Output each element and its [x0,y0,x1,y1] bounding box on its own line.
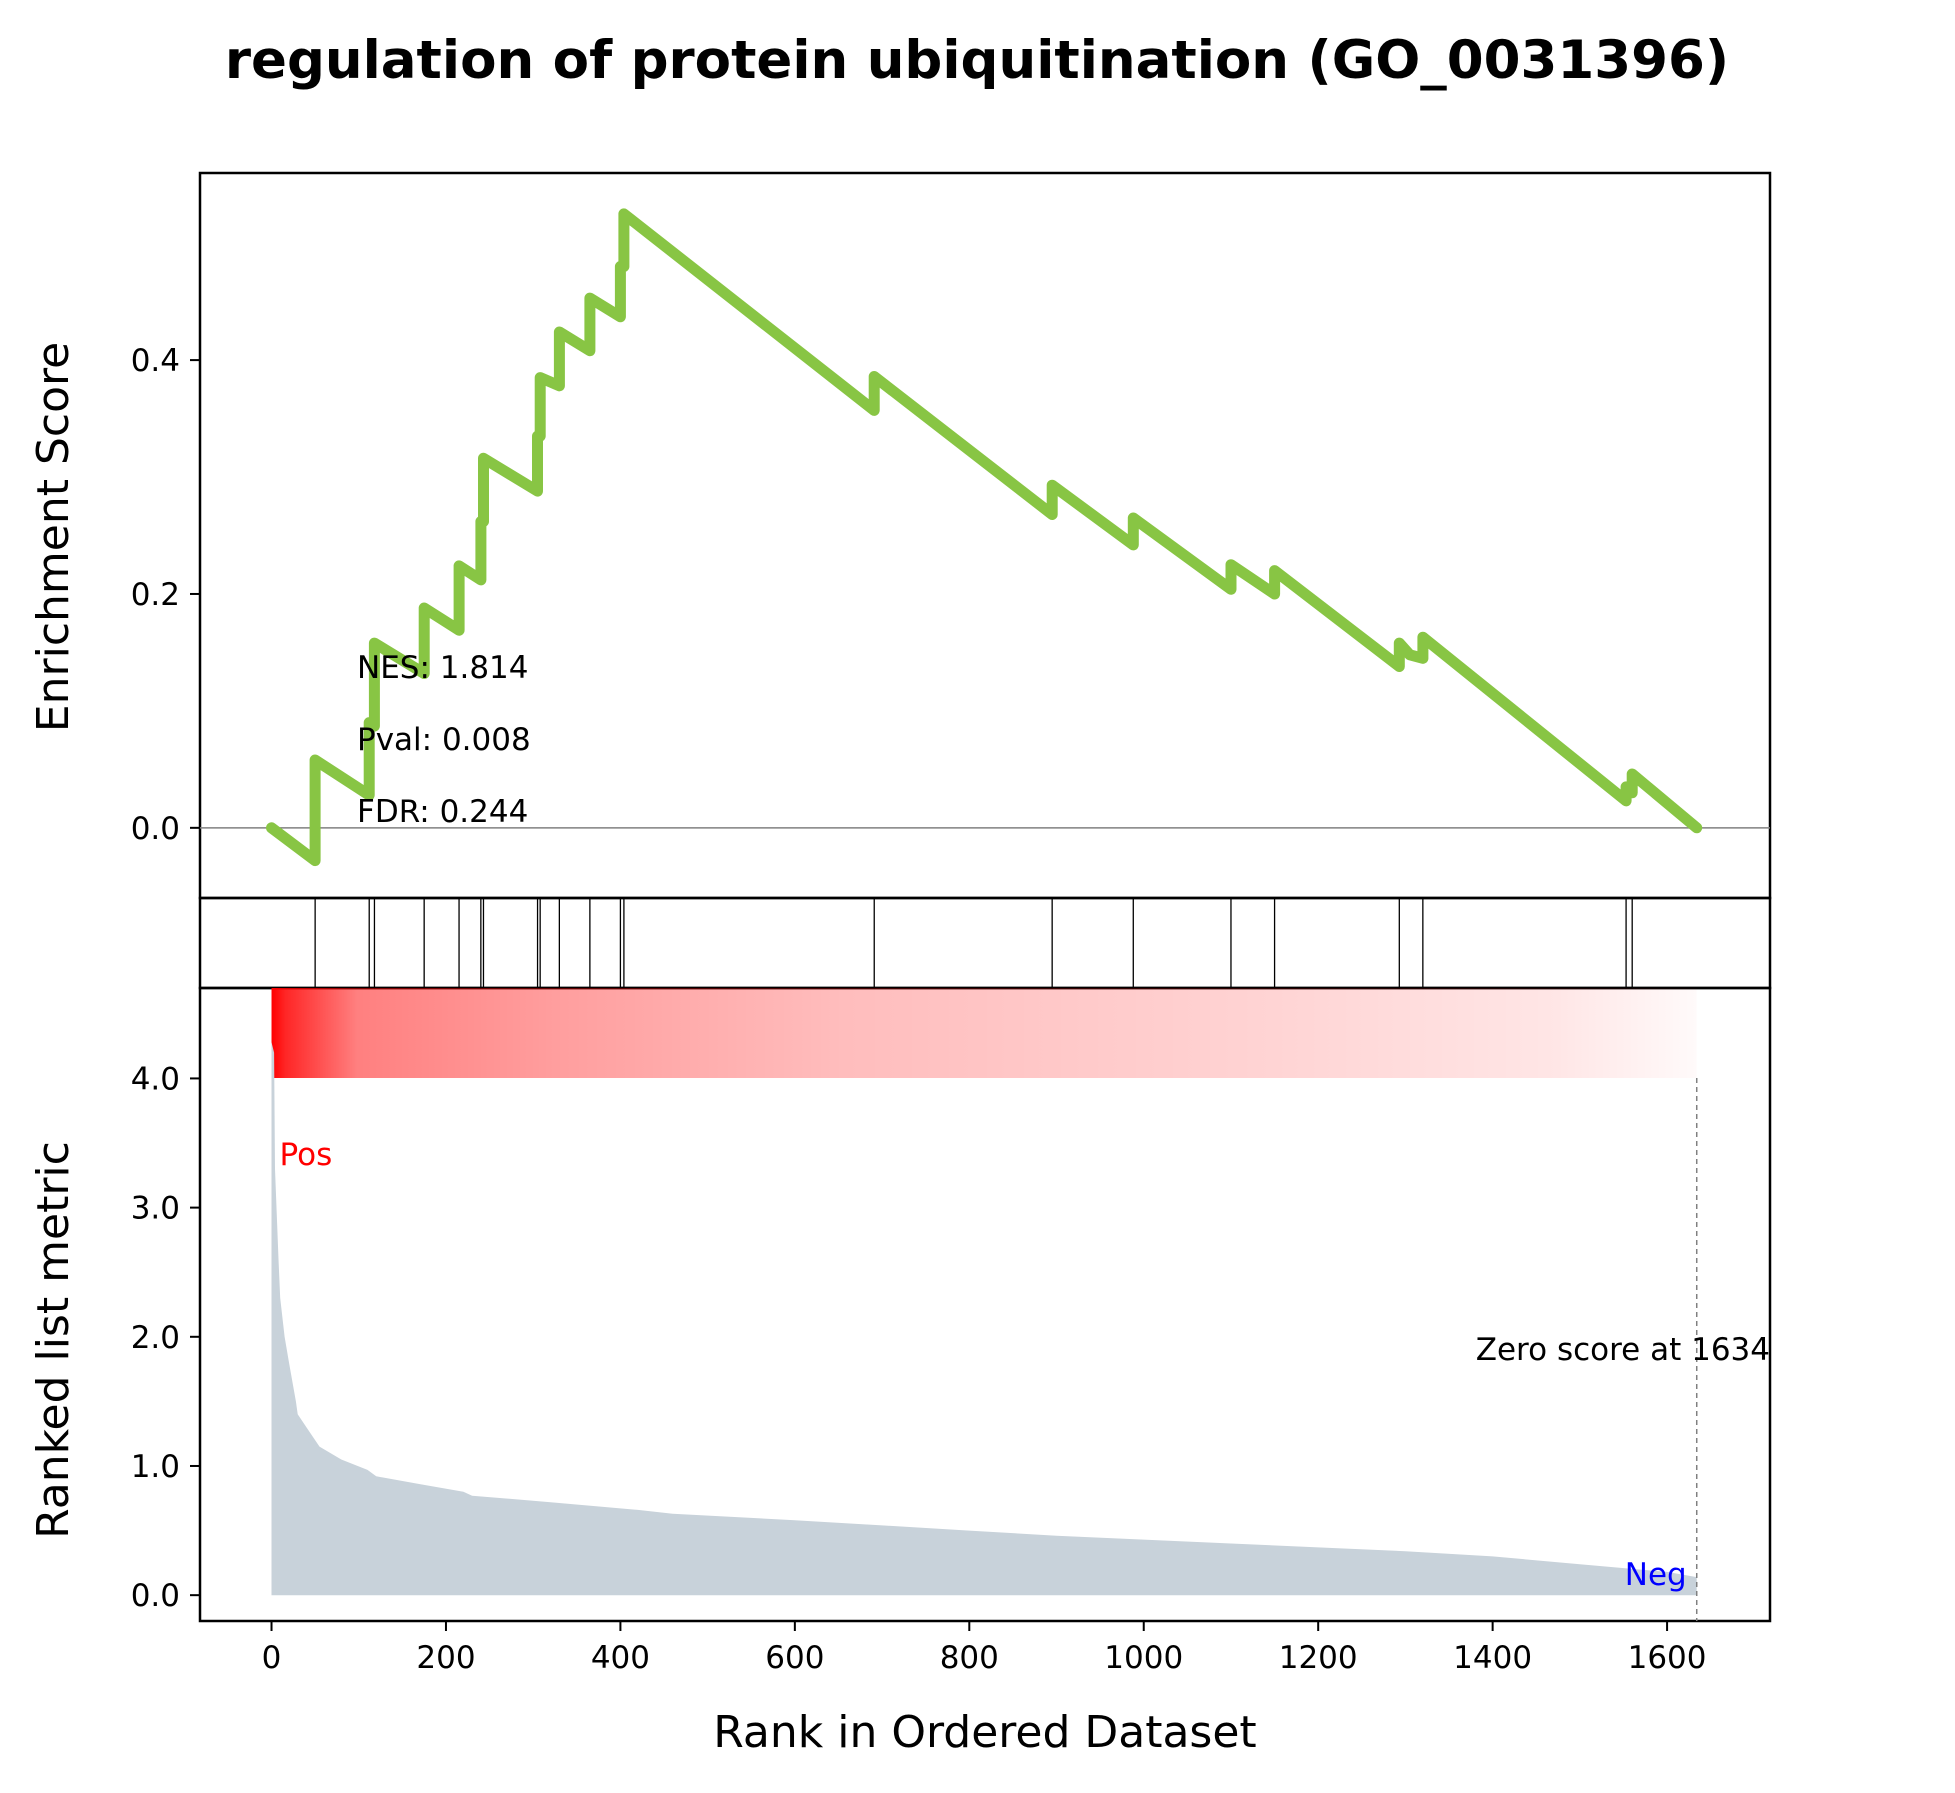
x-axis-label: Rank in Ordered Dataset [713,1707,1256,1758]
metric-y-axis-label: Ranked list metric [28,1141,79,1539]
x-tick-label: 1000 [1104,1640,1183,1676]
metric-y-tick-label: 2.0 [131,1320,180,1356]
x-tick-label: 0 [262,1640,282,1676]
es-y-axis-label: Enrichment Score [28,342,79,732]
enrichment-layer [200,208,1770,867]
metric-y-tick-label: 0.0 [131,1578,180,1614]
enrichment-score-line [266,208,1703,867]
chart-title: regulation of protein ubiquitination (GO… [225,30,1729,91]
pval-stat: Pval: 0.008 [357,722,531,758]
ranked-heatmap-bar [271,988,1697,1078]
fdr-stat: FDR: 0.244 [357,794,528,830]
metric-y-tick-label: 1.0 [131,1449,180,1485]
x-tick-label: 400 [591,1640,650,1676]
neg-label: Neg [1625,1557,1687,1593]
ranked-metric-area [271,1042,1697,1596]
x-tick-label: 1600 [1628,1640,1707,1676]
es-y-tick-label: 0.2 [131,577,180,613]
es-y-tick-label: 0.4 [131,343,180,379]
x-tick-label: 1200 [1279,1640,1358,1676]
hits-panel-frame [198,896,1772,990]
pos-label: Pos [280,1137,333,1173]
enrichment-panel-frame [198,171,1772,900]
nes-stat: NES: 1.814 [357,650,529,686]
zero-score-annotation: Zero score at 1634 [1476,1332,1770,1368]
x-tick-label: 200 [416,1640,475,1676]
metric-y-tick-label: 3.0 [131,1191,180,1227]
ticks-layer: 0 200 400 600 800 1000 1200 1400 1600 0.0 0.2 0.4 0.… [131,343,1707,1676]
x-tick-label: 600 [765,1640,824,1676]
x-tick-label: 800 [940,1640,999,1676]
x-tick-label: 1400 [1453,1640,1532,1676]
hits-layer [314,898,1633,988]
metric-y-tick-label: 4.0 [131,1061,180,1097]
es-y-tick-label: 0.0 [131,811,180,847]
metric-layer: Pos Neg Zero score at 1634 [271,988,1770,1621]
